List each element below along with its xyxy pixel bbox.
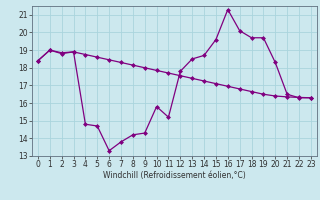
X-axis label: Windchill (Refroidissement éolien,°C): Windchill (Refroidissement éolien,°C) [103,171,246,180]
